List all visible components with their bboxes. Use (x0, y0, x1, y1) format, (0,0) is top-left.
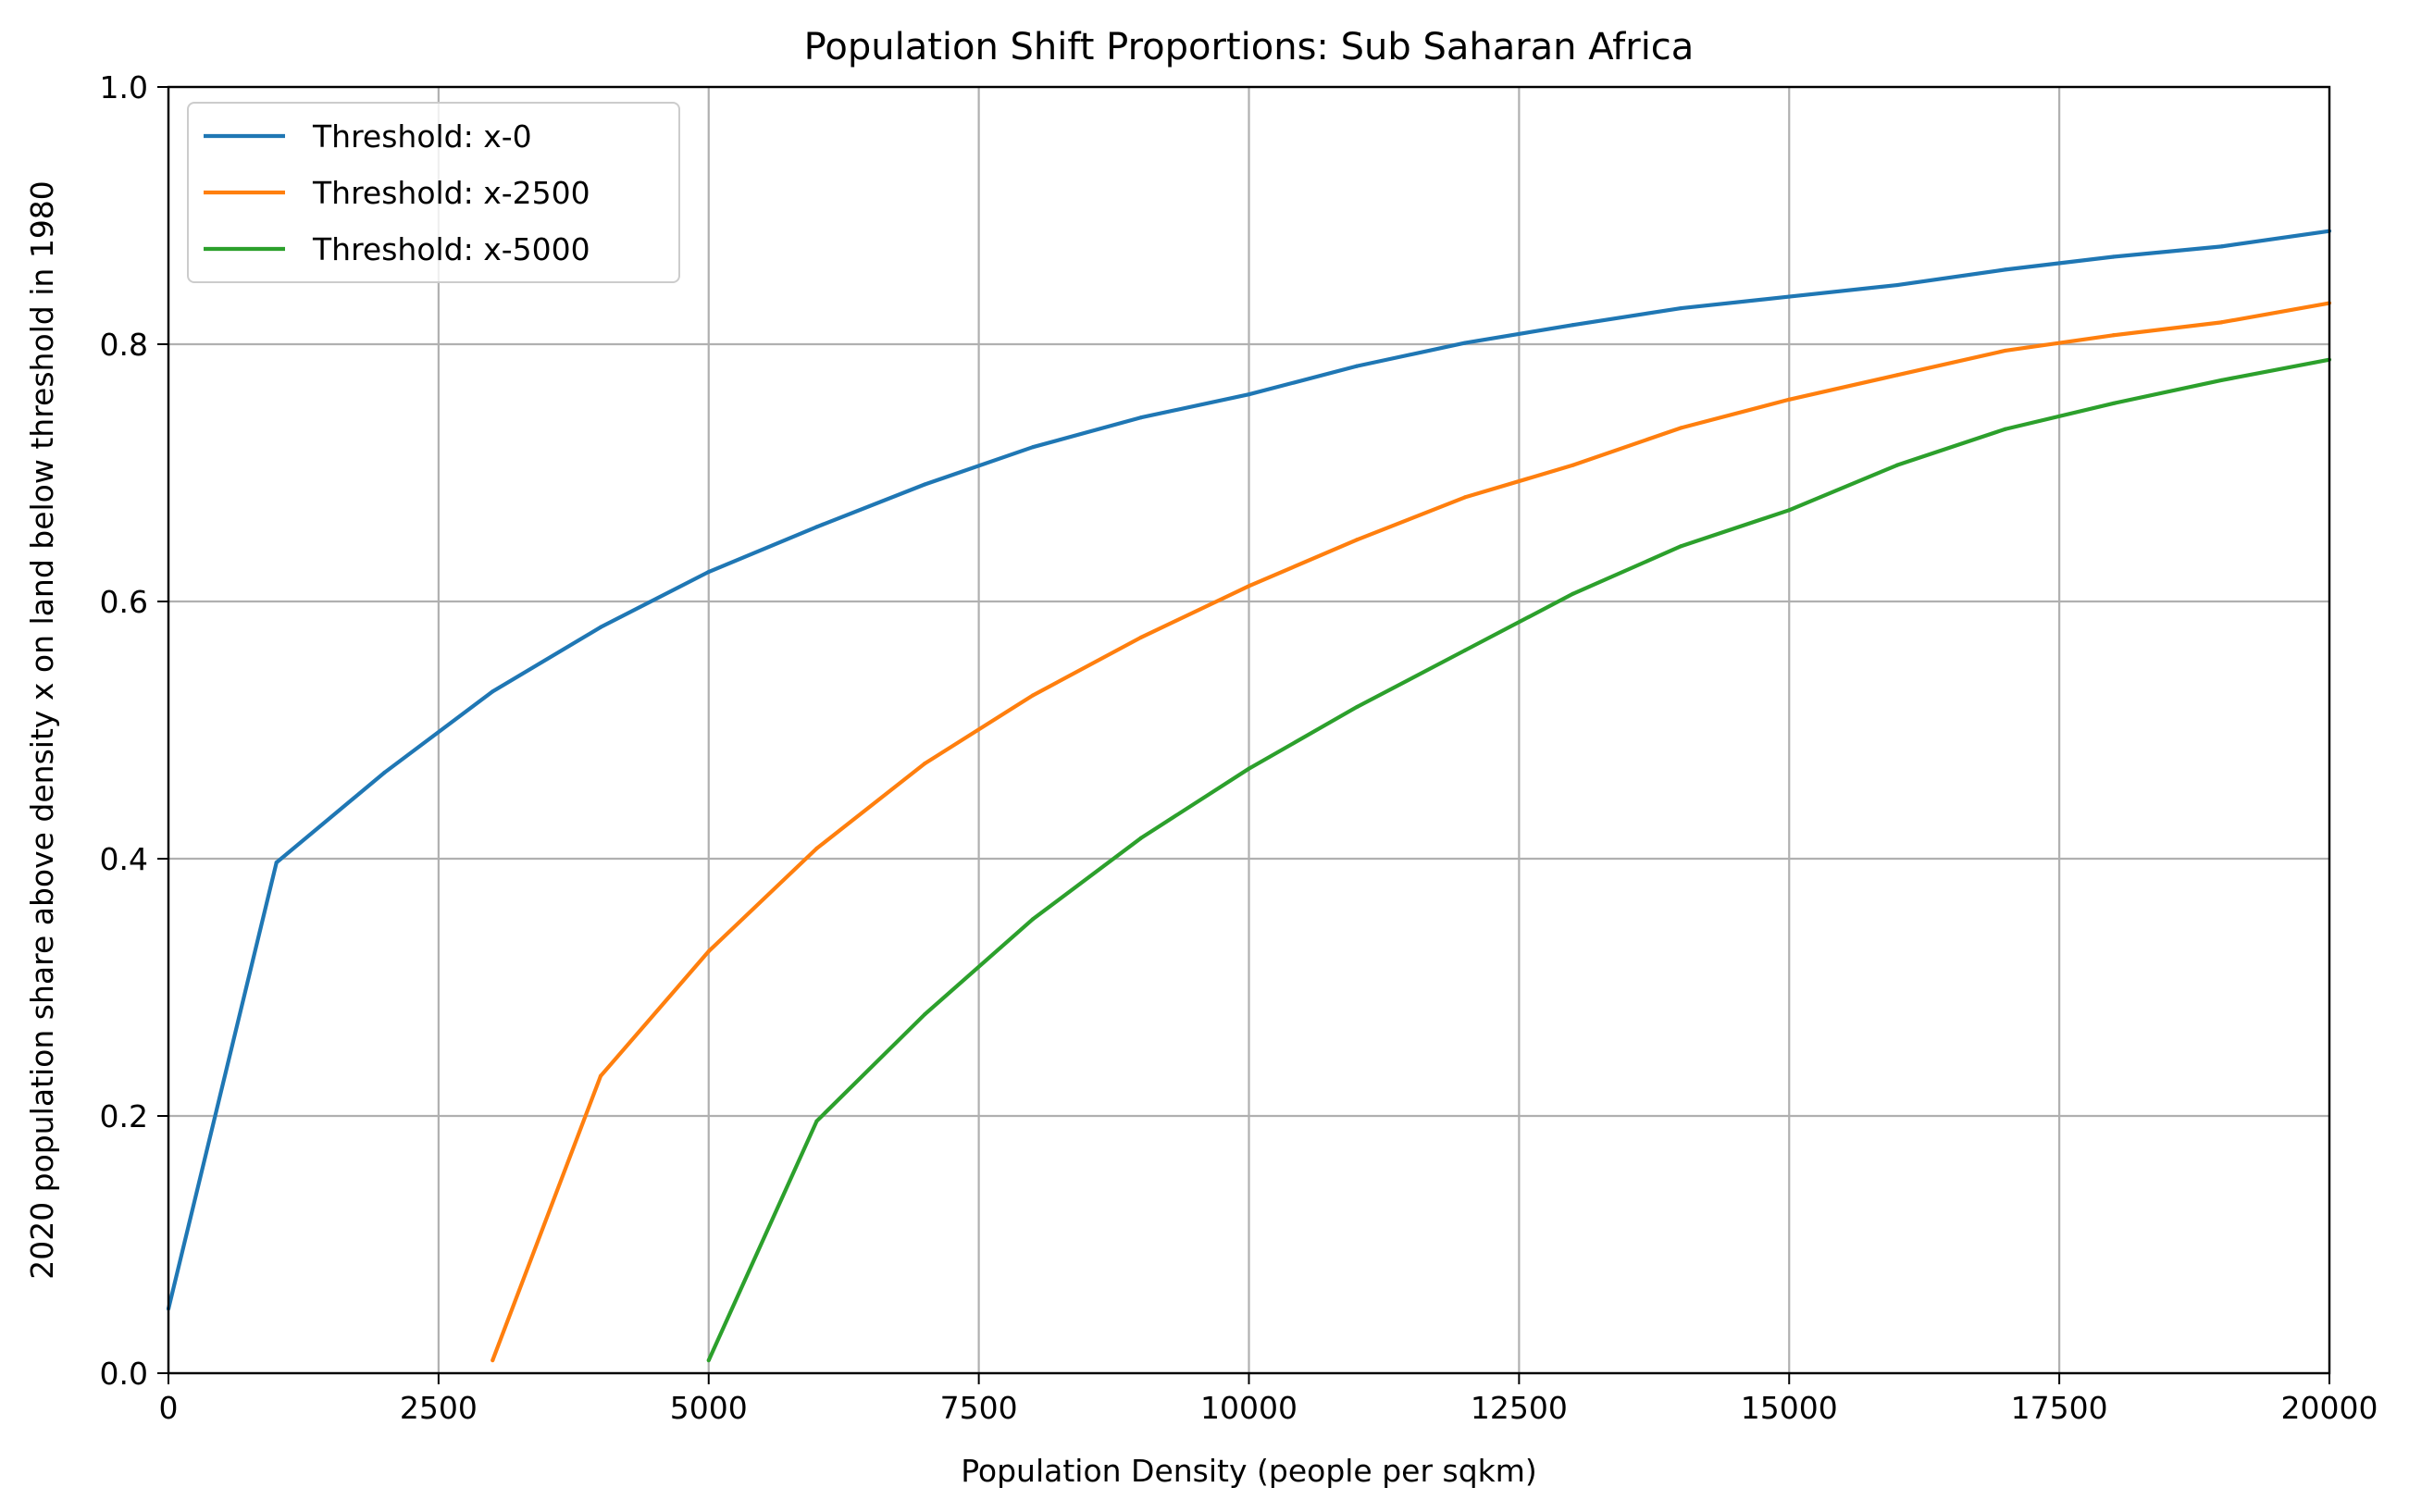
series-line-1 (490, 301, 2330, 1361)
data-point (2111, 333, 2116, 338)
y-tick-label: 0.8 (100, 327, 148, 363)
data-point (2003, 348, 2007, 353)
data-point (490, 689, 495, 694)
x-tick-label: 2500 (400, 1390, 478, 1426)
tick-layer: 0 2500 5000 7500 10000 12500 15000 17500 20000 0.… (100, 69, 2378, 1426)
legend-box (187, 102, 680, 283)
y-axis-title: 2020 population share above density x on… (24, 180, 60, 1280)
series-line-2 (706, 357, 2330, 1361)
data-point (706, 1358, 711, 1363)
data-point (1138, 836, 1143, 840)
data-point (1030, 693, 1036, 698)
data-point (1247, 584, 1251, 589)
data-point (1679, 305, 1683, 311)
data-point (2219, 244, 2224, 249)
data-point (1787, 508, 1792, 513)
x-tick-label: 12500 (1471, 1390, 1568, 1426)
data-point (382, 770, 387, 775)
data-point (1787, 294, 1792, 299)
legend-label: Threshold: x-5000 (312, 231, 590, 267)
data-point (1355, 538, 1360, 542)
data-point (2111, 401, 2116, 406)
data-point (1247, 766, 1251, 771)
data-point (1571, 323, 1575, 328)
y-tick-label: 0.6 (100, 584, 148, 620)
data-point (814, 525, 819, 529)
legend-label: Threshold: x-2500 (312, 175, 590, 211)
data-point (1679, 544, 1683, 549)
data-point (1030, 445, 1036, 450)
y-tick-label: 0.4 (100, 841, 148, 877)
data-point (274, 861, 279, 865)
data-point (1355, 364, 1360, 368)
data-point (2003, 427, 2007, 431)
data-point (1894, 463, 1900, 467)
data-point (1571, 463, 1575, 467)
data-point (814, 1119, 819, 1123)
x-tick-label: 0 (159, 1390, 179, 1426)
data-point (1247, 392, 1251, 397)
data-point (1462, 495, 1468, 500)
y-tick-label: 0.2 (100, 1098, 148, 1134)
data-point (490, 1358, 495, 1363)
data-point (1787, 397, 1792, 402)
data-point (1138, 635, 1143, 640)
data-point (1571, 591, 1575, 596)
data-point (814, 846, 819, 850)
data-point (598, 625, 603, 629)
data-point (2219, 378, 2224, 383)
data-point (1138, 415, 1143, 420)
series-layer (166, 229, 2332, 1363)
data-point (923, 1012, 927, 1017)
x-tick-label: 5000 (670, 1390, 748, 1426)
y-tick-label: 1.0 (100, 69, 148, 105)
x-tick-label: 20000 (2281, 1390, 2378, 1426)
data-point (1355, 704, 1360, 710)
x-axis-title: Population Density (people per sqkm) (961, 1453, 1537, 1489)
data-point (706, 569, 711, 575)
data-point (2003, 267, 2007, 272)
data-point (923, 762, 927, 766)
data-point (923, 482, 927, 487)
data-point (1462, 648, 1468, 652)
x-tick-label: 17500 (2011, 1390, 2108, 1426)
x-tick-label: 15000 (1741, 1390, 1838, 1426)
x-tick-label: 10000 (1200, 1390, 1298, 1426)
data-point (1030, 917, 1036, 922)
legend: Threshold: x-0 Threshold: x-2500 Threshold… (187, 102, 680, 283)
x-tick-label: 7500 (940, 1390, 1018, 1426)
data-point (1679, 426, 1683, 430)
legend-label: Threshold: x-0 (312, 118, 532, 155)
data-point (2219, 320, 2224, 325)
data-point (2111, 254, 2116, 259)
chart-title: Population Shift Proportions: Sub Sahara… (804, 26, 1695, 68)
data-point (706, 948, 711, 954)
data-point (598, 1073, 603, 1079)
y-tick-label: 0.0 (100, 1356, 148, 1392)
data-point (1894, 282, 1900, 288)
data-point (1894, 373, 1900, 378)
data-point (1462, 341, 1468, 345)
